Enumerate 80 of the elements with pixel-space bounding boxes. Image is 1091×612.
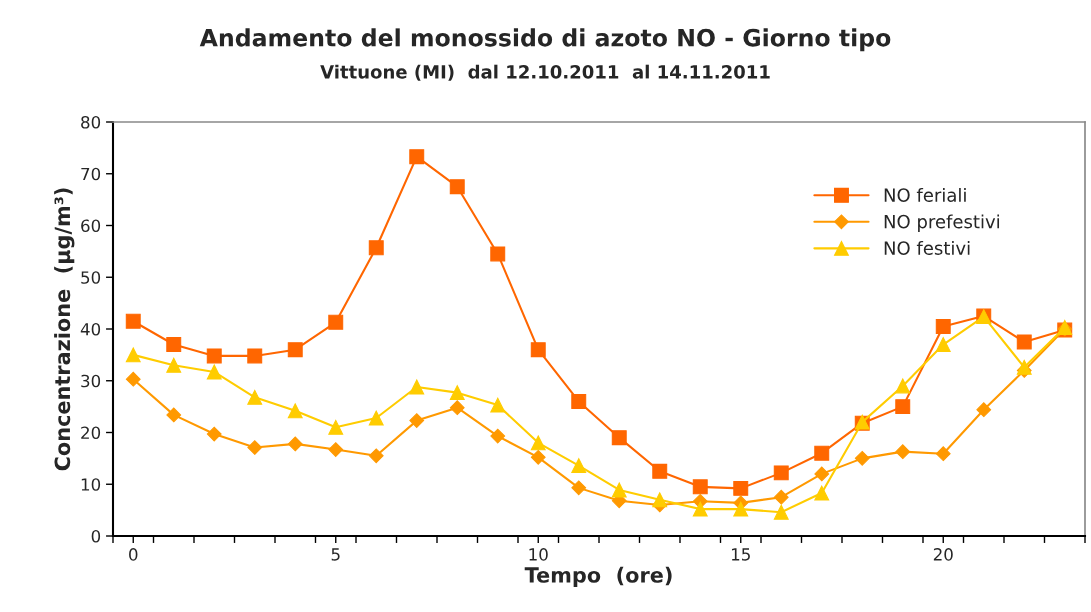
point: [530, 342, 546, 358]
point: [247, 348, 263, 364]
chart-subtitle: Vittuone (MI) dal 12.10.2011 al 14.11.2011: [320, 64, 770, 81]
point: [449, 400, 465, 416]
legend-label: NO prefestivi: [884, 214, 1000, 232]
x-tick-label: 20: [933, 548, 953, 561]
point: [571, 393, 587, 409]
point: [976, 402, 992, 418]
point: [611, 430, 627, 446]
point: [449, 179, 465, 195]
point: [571, 458, 587, 474]
point: [1016, 334, 1032, 350]
point: [814, 485, 830, 501]
point: [692, 501, 708, 517]
point: [206, 348, 222, 364]
legend-label: NO feriali: [884, 187, 966, 202]
y-tick-label: 50: [81, 271, 101, 284]
legend-label: NO festivi: [884, 240, 970, 255]
point: [125, 313, 141, 329]
y-tick-label: 60: [81, 219, 101, 233]
point: [895, 399, 911, 415]
point: [652, 492, 668, 508]
point: [409, 149, 425, 165]
point: [490, 246, 506, 262]
point: [125, 371, 141, 387]
point: [814, 466, 830, 482]
y-tick-label: 30: [81, 374, 101, 388]
point: [328, 442, 344, 457]
y-tick-label: 40: [80, 322, 101, 336]
x-axis-title: Tempo (ore): [524, 566, 672, 587]
point: [490, 397, 506, 413]
point: [368, 410, 384, 426]
point: [166, 337, 182, 352]
point: [773, 504, 789, 520]
point: [854, 450, 870, 466]
point: [935, 446, 951, 462]
point: [571, 480, 587, 496]
chart-title: Andamento del monossido di azoto NO - Giorno tipo: [199, 28, 891, 52]
x-tick-label: 0: [129, 548, 138, 561]
point: [733, 480, 749, 496]
point: [409, 379, 425, 395]
y-tick-label: 20: [81, 426, 101, 440]
point: [895, 444, 911, 460]
y-tick-label: 80: [81, 115, 101, 129]
x-tick-label: 5: [331, 548, 340, 561]
point: [773, 489, 789, 505]
point: [287, 342, 303, 358]
point: [368, 240, 384, 256]
point: [166, 407, 182, 423]
point: [328, 314, 344, 330]
point: [247, 440, 263, 455]
point: [490, 428, 506, 444]
point: [652, 463, 668, 479]
point: [814, 445, 830, 461]
point: [328, 419, 344, 435]
point: [935, 318, 951, 334]
y-tick-label: 70: [81, 167, 101, 181]
point: [773, 465, 789, 481]
point: [733, 501, 749, 517]
point: [287, 403, 303, 419]
point: [206, 426, 222, 442]
point: [449, 385, 465, 401]
point: [895, 378, 911, 394]
x-tick-label: 15: [731, 548, 750, 561]
y-axis-title: Concentrazione (µg/m³): [54, 188, 75, 471]
point: [206, 364, 222, 380]
y-tick-label: 10: [81, 478, 101, 491]
point: [530, 435, 546, 451]
point: [935, 337, 951, 352]
point: [125, 347, 141, 363]
y-tick-label: 0: [91, 529, 101, 543]
point: [287, 436, 303, 452]
x-tick-label: 10: [529, 548, 548, 561]
point: [530, 449, 546, 465]
point: [692, 479, 708, 495]
point: [409, 413, 425, 428]
point: [166, 357, 182, 373]
point: [247, 389, 263, 405]
point: [611, 482, 627, 498]
point: [368, 448, 384, 464]
